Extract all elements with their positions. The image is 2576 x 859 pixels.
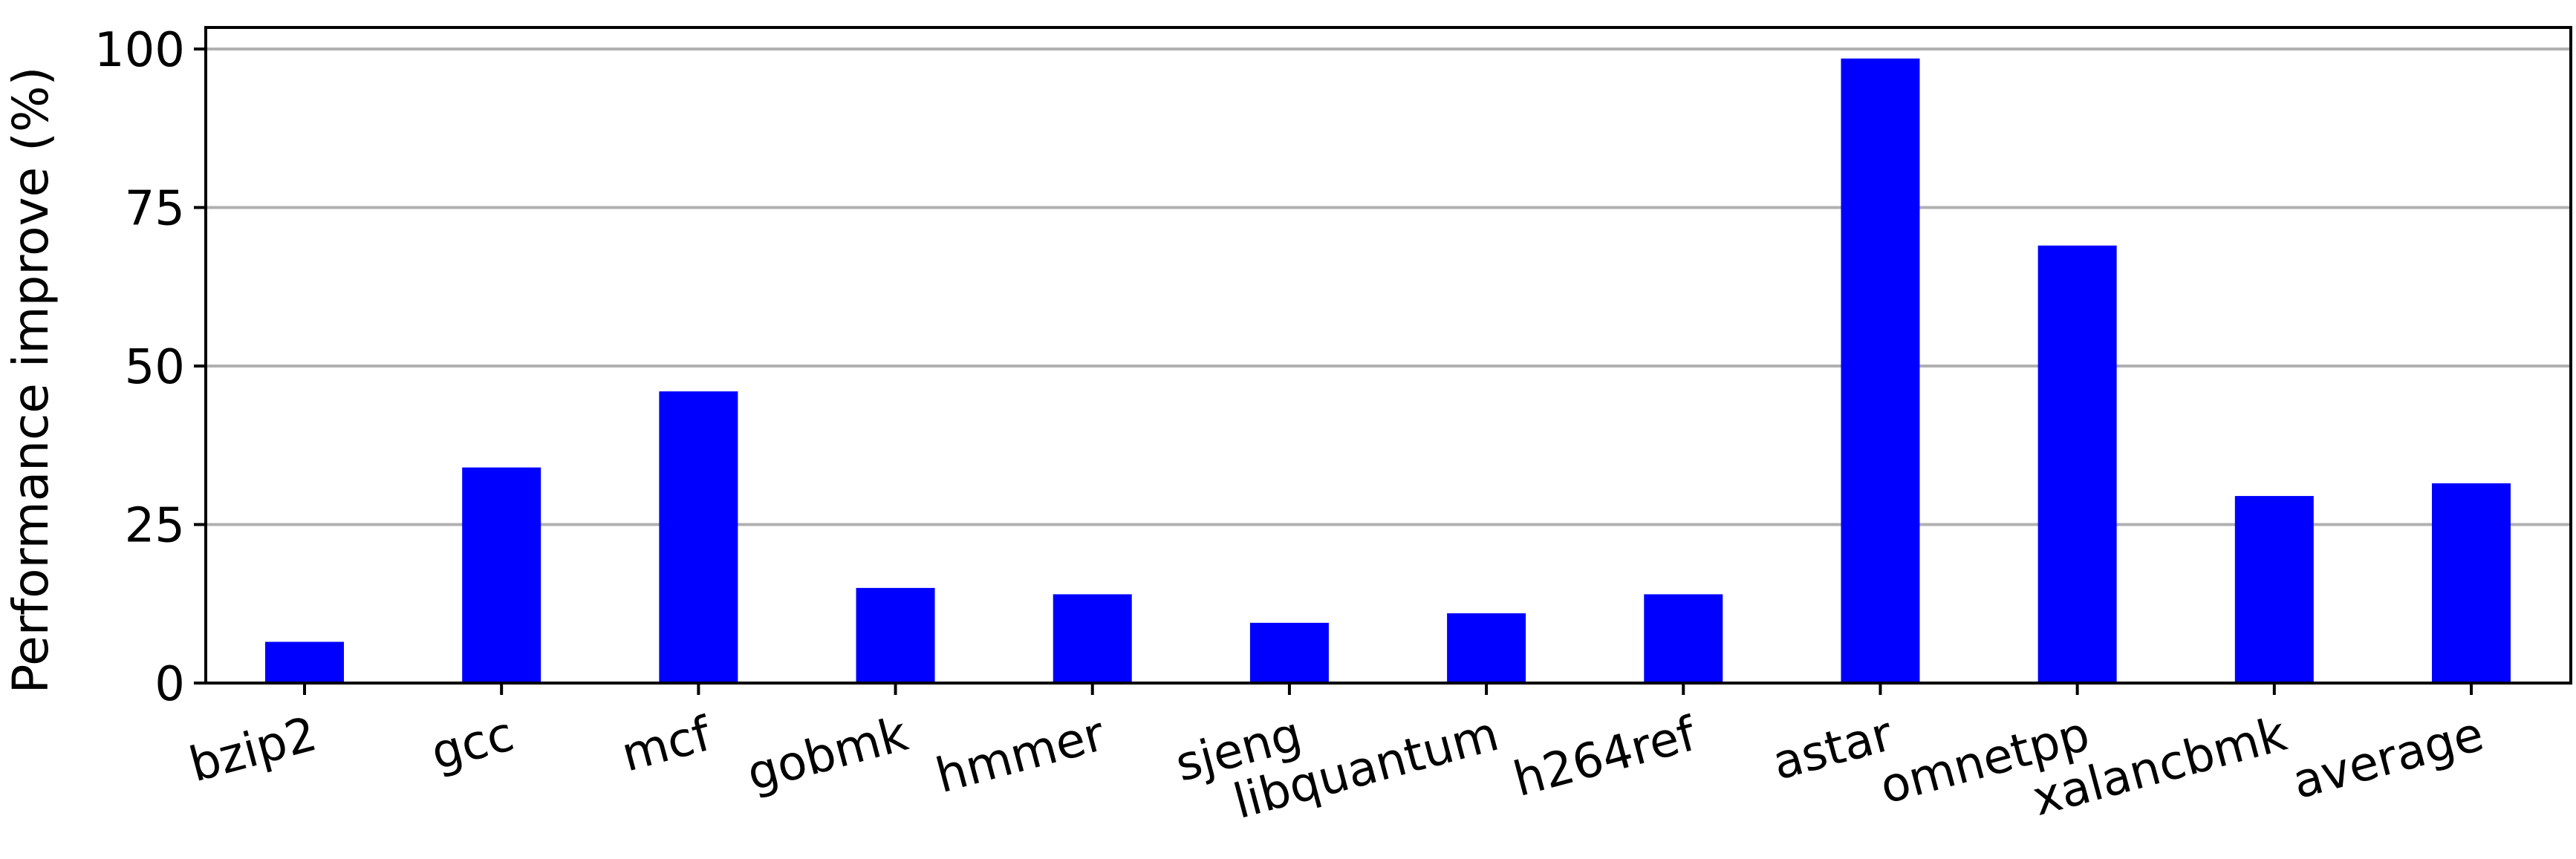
bar-omnetpp: [2037, 245, 2117, 683]
bar-hmmer: [1053, 594, 1132, 683]
y-tick-label: 50: [125, 340, 185, 395]
bar-sjeng: [1249, 622, 1329, 683]
bar-average: [2432, 483, 2511, 683]
bar-gobmk: [856, 587, 935, 683]
x-tick-label-gobmk: gobmk: [741, 707, 913, 802]
y-tick-label: 75: [125, 182, 185, 237]
gridlines: [206, 48, 2571, 526]
bars: [265, 58, 2511, 683]
bar-xalancbmk: [2234, 496, 2314, 683]
bar-astar: [1841, 58, 1920, 683]
x-tick-label-hmmer: hmmer: [931, 707, 1111, 804]
y-tick-label: 100: [94, 23, 185, 78]
bar-h264ref: [1644, 594, 1723, 683]
x-tick-label-gcc: gcc: [426, 707, 519, 781]
x-tick-label-mcf: mcf: [616, 707, 718, 783]
y-axis-title: Performance improve (%): [2, 67, 59, 694]
y-tick-label: 0: [155, 657, 185, 712]
bar-libquantum: [1447, 613, 1526, 683]
bar-gcc: [462, 467, 541, 683]
y-axis-ticks: 0 25 50 75 100: [94, 23, 206, 712]
x-tick-label-h264ref: h264ref: [1508, 707, 1702, 808]
bar-bzip2: [265, 641, 344, 683]
y-tick-label: 25: [125, 499, 185, 554]
x-tick-label-average: average: [2287, 707, 2489, 810]
bar-mcf: [659, 391, 738, 683]
plot-frame: [204, 26, 2572, 685]
x-tick-label-bzip2: bzip2: [184, 707, 323, 793]
